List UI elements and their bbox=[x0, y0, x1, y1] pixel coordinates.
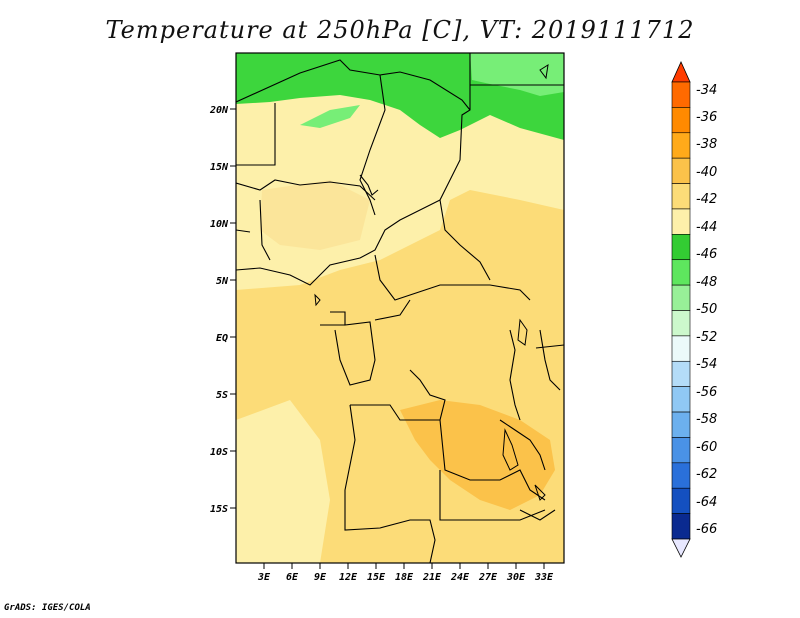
lat-label: 5N bbox=[216, 276, 229, 287]
lat-label: 10S bbox=[210, 447, 228, 458]
lon-label: 3E bbox=[257, 572, 271, 583]
colorbar-cell bbox=[671, 208, 691, 235]
colorbar-bottom-arrow bbox=[671, 538, 691, 558]
colorbar-cell bbox=[671, 360, 691, 387]
colorbar-cell bbox=[671, 157, 691, 184]
colorbar-label: -52 bbox=[696, 330, 717, 345]
colorbar-label: -34 bbox=[696, 83, 717, 98]
lat-axis: 20N 15N 10N 5N EQ 5S 10S 15S bbox=[209, 105, 236, 515]
colorbar-label: -38 bbox=[696, 137, 717, 152]
colorbar-cell bbox=[671, 437, 691, 464]
field-pale-southwest bbox=[236, 400, 330, 563]
lon-axis: 3E 6E 9E 12E 15E 18E 21E 24E 27E 30E 33E bbox=[257, 563, 554, 583]
lon-label: 12E bbox=[339, 572, 358, 583]
lat-label: 10N bbox=[210, 219, 229, 230]
field-lightgreen-nw bbox=[300, 105, 360, 128]
colorbar-cell bbox=[671, 335, 691, 362]
colorbar-cell bbox=[671, 234, 691, 261]
field-orange-south bbox=[400, 400, 555, 510]
colorbar-labels: -34 -36 -38 -40 -42 -44 -46 -48 -50 -52 … bbox=[696, 83, 717, 537]
lon-label: 27E bbox=[478, 572, 498, 583]
lon-label: 9E bbox=[314, 572, 327, 583]
colorbar-cell bbox=[671, 411, 691, 438]
colorbar-cell bbox=[671, 284, 691, 311]
lon-label: 30E bbox=[506, 572, 526, 583]
colorbar-label: -54 bbox=[696, 357, 717, 372]
colorbar-cell bbox=[671, 132, 691, 159]
colorbar-label: -36 bbox=[696, 110, 717, 125]
colorbar-label: -62 bbox=[696, 467, 717, 482]
map-plot bbox=[236, 53, 564, 563]
colorbar-cell bbox=[671, 107, 691, 134]
lat-label: 5S bbox=[216, 390, 228, 401]
lat-label: 15N bbox=[210, 162, 229, 173]
colorbar bbox=[671, 61, 691, 558]
colorbar-label: -50 bbox=[696, 302, 717, 317]
colorbar-cell bbox=[671, 462, 691, 489]
colorbar-cell bbox=[671, 487, 691, 514]
lake-outlines bbox=[314, 63, 549, 501]
colorbar-cell bbox=[671, 183, 691, 210]
colorbar-label: -58 bbox=[696, 412, 717, 427]
colorbar-cell bbox=[671, 310, 691, 337]
colorbar-label: -42 bbox=[696, 192, 717, 207]
colorbar-label: -64 bbox=[696, 495, 717, 510]
colorbar-label: -46 bbox=[696, 247, 717, 262]
lon-label: 6E bbox=[286, 572, 299, 583]
lon-label: 15E bbox=[367, 572, 386, 583]
chart-title: Temperature at 250hPa [C], VT: 201911171… bbox=[105, 16, 695, 44]
colorbar-cell bbox=[671, 81, 691, 108]
colorbar-cell bbox=[671, 259, 691, 286]
colorbar-top-arrow bbox=[671, 61, 691, 83]
colorbar-label: -60 bbox=[696, 440, 717, 455]
colorbar-cell bbox=[671, 513, 691, 540]
lon-label: 18E bbox=[395, 572, 414, 583]
colorbar-label: -48 bbox=[696, 275, 717, 290]
colorbar-label: -66 bbox=[696, 522, 717, 537]
colorbar-label: -40 bbox=[696, 165, 717, 180]
field-band-west bbox=[260, 180, 370, 250]
colorbar-label: -56 bbox=[696, 385, 717, 400]
colorbar-label: -44 bbox=[696, 220, 717, 235]
lat-label: EQ bbox=[216, 333, 228, 344]
country-borders bbox=[236, 53, 564, 563]
map-frame bbox=[235, 52, 565, 564]
lat-label: 20N bbox=[209, 105, 229, 116]
lon-label: 24E bbox=[450, 572, 470, 583]
lon-label: 21E bbox=[422, 572, 442, 583]
lat-label: 15S bbox=[210, 504, 228, 515]
grads-credit: GrADS: IGES/COLA bbox=[4, 603, 91, 613]
lon-label: 33E bbox=[534, 572, 554, 583]
colorbar-cell bbox=[671, 386, 691, 413]
